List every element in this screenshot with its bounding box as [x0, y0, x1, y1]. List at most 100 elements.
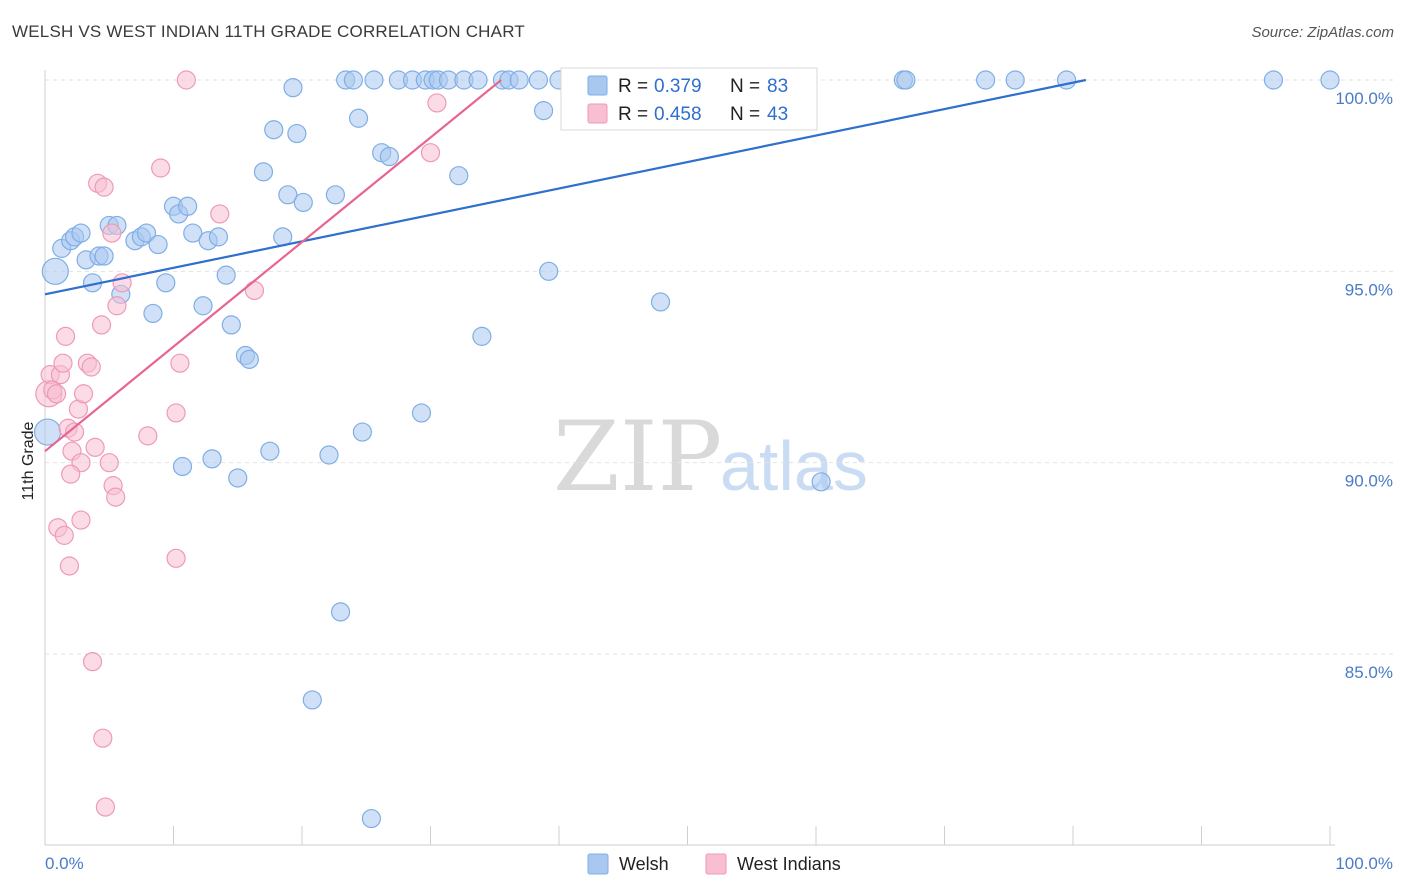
- welsh-point-56: [528, 70, 549, 90]
- west-indian-point-36: [59, 556, 80, 576]
- west-indian-r-value: 0.458: [654, 104, 702, 125]
- welsh-point-67: [976, 70, 996, 90]
- welsh-point-31: [264, 120, 284, 140]
- west-indian-point-15: [85, 437, 105, 457]
- welsh-point-40: [348, 108, 369, 128]
- west-indian-point-9: [64, 422, 85, 442]
- west-indian-point-21: [106, 487, 126, 507]
- welsh-point-37: [325, 185, 346, 205]
- y-tick-label-2: 95.0%: [1345, 280, 1393, 299]
- source-label: Source: ZipAtlas.com: [1251, 24, 1394, 41]
- welsh-point-83: [361, 808, 381, 829]
- welsh-point-17: [148, 234, 168, 255]
- west-indian-point-39: [82, 652, 103, 672]
- west-indian-point-19: [99, 453, 119, 473]
- watermark-zip: ZIP: [553, 401, 722, 513]
- welsh-points: [33, 70, 1340, 829]
- welsh-point-34: [283, 78, 303, 98]
- welsh-r-value: 0.379: [654, 76, 702, 97]
- welsh-point-9: [94, 246, 114, 266]
- welsh-point-75: [319, 445, 339, 465]
- west-indian-point-32: [427, 93, 447, 113]
- west-indian-point-25: [151, 158, 171, 178]
- west-indian-point-17: [91, 315, 112, 335]
- welsh-point-71: [1320, 70, 1340, 90]
- welsh-point-26: [216, 265, 236, 285]
- welsh-point-52: [468, 70, 488, 90]
- welsh-point-27: [221, 315, 241, 335]
- y-tick-labels: 85.0% 90.0% 95.0% 100.0%: [1335, 89, 1393, 682]
- west-indian-point-3: [46, 384, 67, 404]
- welsh-point-15: [136, 223, 157, 243]
- welsh-point-81: [330, 602, 351, 622]
- welsh-point-1: [41, 257, 69, 285]
- west-indian-point-5: [53, 353, 73, 373]
- west-indian-point-22: [102, 223, 122, 243]
- welsh-point-73: [411, 403, 432, 423]
- y-tick-label-3: 100.0%: [1335, 89, 1393, 108]
- welsh-point-68: [1005, 70, 1025, 90]
- welsh-point-23: [193, 296, 213, 316]
- welsh-point-62: [650, 292, 671, 312]
- west-indian-point-35: [54, 525, 74, 545]
- west-indian-point-27: [170, 353, 190, 373]
- welsh-point-30: [253, 162, 274, 182]
- welsh-point-29: [239, 349, 259, 369]
- west-indian-point-28: [176, 70, 196, 90]
- west-indian-point-42: [61, 464, 81, 484]
- welsh-point-82: [302, 690, 322, 710]
- west-indian-point-40: [93, 728, 113, 748]
- west-indian-point-14: [81, 357, 101, 377]
- west-indian-point-18: [94, 177, 114, 197]
- welsh-point-39: [343, 70, 363, 90]
- bottom-legend-welsh-label: Welsh: [619, 854, 669, 874]
- west-indian-points: [35, 70, 447, 817]
- axes: [44, 70, 1335, 846]
- bottom-legend-west-indian-swatch: [705, 853, 727, 875]
- bottom-legend-welsh-swatch: [587, 853, 609, 875]
- watermark-atlas: atlas: [720, 427, 868, 505]
- west-indian-point-30: [244, 280, 265, 301]
- west-indian-n-value: 43: [767, 104, 788, 125]
- west-indian-point-26: [166, 403, 186, 423]
- welsh-point-66: [896, 70, 916, 90]
- stats-legend: R = 0.379 N = 83 R = 0.458 N = 43: [560, 67, 818, 131]
- y-axis-label: 11th Grade: [20, 421, 37, 500]
- chart-title: WELSH VS WEST INDIAN 11TH GRADE CORRELAT…: [12, 22, 525, 41]
- welsh-point-76: [260, 441, 280, 461]
- y-tick-label-1: 90.0%: [1345, 472, 1393, 491]
- welsh-point-35: [287, 123, 307, 144]
- welsh-point-25: [208, 227, 229, 247]
- gridlines: [45, 79, 1393, 655]
- west-indian-point-6: [55, 326, 76, 346]
- west-indian-point-31: [420, 143, 441, 163]
- welsh-point-58: [539, 261, 559, 281]
- west-indian-point-12: [73, 384, 94, 404]
- y-tick-label-0: 85.0%: [1345, 663, 1393, 682]
- welsh-point-36: [293, 192, 313, 213]
- welsh-r-label: R =: [618, 76, 648, 97]
- welsh-point-18: [156, 273, 176, 293]
- welsh-point-21: [178, 196, 198, 216]
- west-indian-trend-line: [44, 79, 502, 453]
- welsh-point-43: [379, 146, 399, 167]
- west-indian-point-38: [166, 548, 186, 568]
- welsh-point-57: [533, 101, 554, 121]
- welsh-legend-swatch: [587, 75, 608, 96]
- bottom-legend: Welsh West Indians: [587, 853, 841, 875]
- west-indian-legend-swatch: [587, 103, 608, 124]
- welsh-n-value: 83: [767, 76, 788, 97]
- welsh-point-55: [509, 70, 529, 90]
- welsh-point-72: [472, 326, 492, 346]
- welsh-point-33: [278, 185, 298, 205]
- welsh-point-79: [172, 456, 193, 477]
- welsh-n-label: N =: [730, 76, 760, 97]
- x-ticks: [44, 826, 1331, 845]
- welsh-trend-line: [44, 78, 1087, 296]
- west-indian-r-label: R =: [618, 104, 648, 125]
- welsh-point-22: [183, 223, 203, 243]
- welsh-point-16: [143, 303, 163, 324]
- west-indian-point-23: [107, 296, 127, 316]
- welsh-point-50: [449, 166, 469, 186]
